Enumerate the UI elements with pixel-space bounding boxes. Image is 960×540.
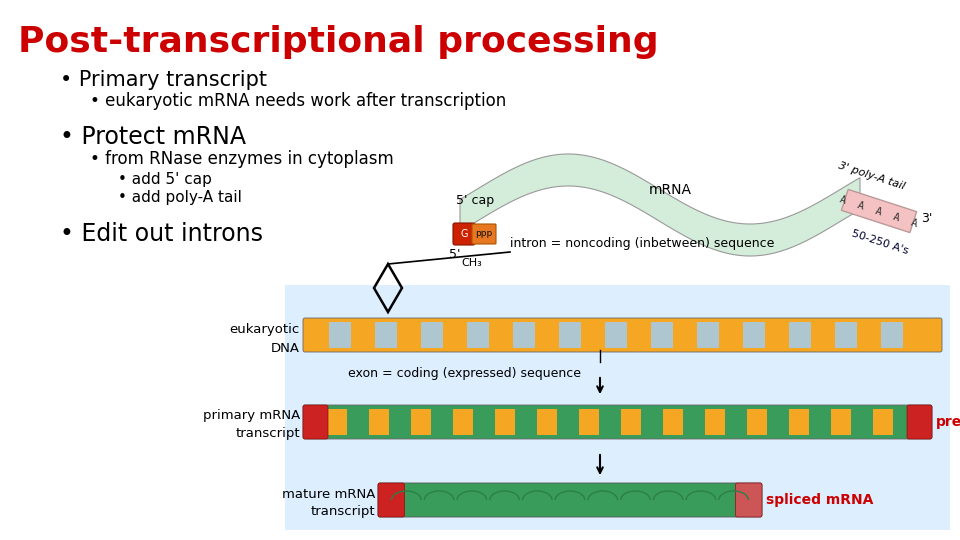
Text: Post-transcriptional processing: Post-transcriptional processing <box>18 25 659 59</box>
Text: • eukaryotic mRNA needs work after transcription: • eukaryotic mRNA needs work after trans… <box>90 92 506 110</box>
Bar <box>873 409 893 435</box>
Text: spliced mRNA: spliced mRNA <box>766 493 874 507</box>
Bar <box>467 322 489 348</box>
Text: • Primary transcript: • Primary transcript <box>60 70 267 90</box>
Bar <box>421 322 443 348</box>
Text: transcript: transcript <box>235 427 300 440</box>
Bar <box>747 409 767 435</box>
Bar <box>789 322 811 348</box>
Text: 50-250 A's: 50-250 A's <box>851 228 910 256</box>
Text: ppp: ppp <box>475 230 492 239</box>
Text: 3': 3' <box>921 212 932 225</box>
Bar <box>579 409 599 435</box>
Bar <box>789 409 809 435</box>
Bar <box>537 409 557 435</box>
Bar <box>559 322 581 348</box>
Bar <box>329 322 351 348</box>
Text: • Edit out introns: • Edit out introns <box>60 222 263 246</box>
Text: CH₃: CH₃ <box>462 258 482 268</box>
Bar <box>369 409 389 435</box>
Bar <box>743 322 765 348</box>
Bar <box>495 409 515 435</box>
FancyBboxPatch shape <box>453 223 475 245</box>
Text: transcript: transcript <box>310 504 375 517</box>
Polygon shape <box>460 154 860 256</box>
FancyBboxPatch shape <box>472 224 496 244</box>
FancyBboxPatch shape <box>303 405 932 439</box>
Bar <box>835 322 857 348</box>
Text: 5': 5' <box>449 248 461 261</box>
Text: • Protect mRNA: • Protect mRNA <box>60 125 246 149</box>
Bar <box>663 409 683 435</box>
Text: • from RNase enzymes in cytoplasm: • from RNase enzymes in cytoplasm <box>90 150 394 168</box>
Bar <box>605 322 627 348</box>
Text: • add poly-A tail: • add poly-A tail <box>118 190 242 205</box>
Text: mRNA: mRNA <box>649 183 691 197</box>
FancyBboxPatch shape <box>378 483 762 517</box>
Text: G: G <box>460 229 468 239</box>
Bar <box>513 322 535 348</box>
Text: 3' poly-A tail: 3' poly-A tail <box>837 160 906 191</box>
Text: exon = coding (expressed) sequence: exon = coding (expressed) sequence <box>348 367 581 380</box>
FancyBboxPatch shape <box>303 405 328 439</box>
Text: intron = noncoding (inbetween) sequence: intron = noncoding (inbetween) sequence <box>510 237 775 250</box>
Text: A  A  A  A  A: A A A A A <box>839 195 919 230</box>
Bar <box>453 409 473 435</box>
Text: pre-mRNA: pre-mRNA <box>936 415 960 429</box>
Bar <box>705 409 725 435</box>
Text: • add 5' cap: • add 5' cap <box>118 172 212 187</box>
Bar <box>881 322 903 348</box>
Bar <box>375 322 397 348</box>
FancyBboxPatch shape <box>303 318 942 352</box>
FancyBboxPatch shape <box>735 483 762 517</box>
Bar <box>831 409 851 435</box>
FancyBboxPatch shape <box>285 285 950 530</box>
Bar <box>411 409 431 435</box>
FancyBboxPatch shape <box>841 190 917 233</box>
Text: primary mRNA: primary mRNA <box>203 409 300 422</box>
Bar <box>651 322 673 348</box>
FancyBboxPatch shape <box>907 405 932 439</box>
Bar <box>621 409 641 435</box>
Bar <box>697 322 719 348</box>
Bar <box>327 409 347 435</box>
FancyBboxPatch shape <box>378 483 404 517</box>
Text: eukaryotic: eukaryotic <box>229 323 300 336</box>
Text: 5' cap: 5' cap <box>456 194 494 207</box>
Text: DNA: DNA <box>271 341 300 354</box>
Text: mature mRNA: mature mRNA <box>281 488 375 501</box>
